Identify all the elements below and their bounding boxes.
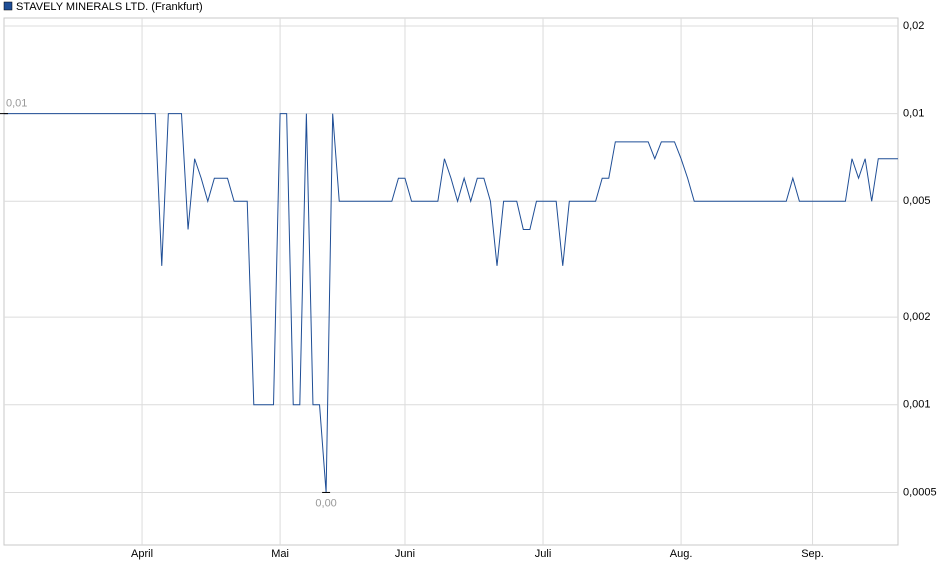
legend-label: STAVELY MINERALS LTD. (Frankfurt) bbox=[16, 1, 203, 13]
extreme-label: 0,01 bbox=[6, 98, 27, 110]
x-tick-label: Aug. bbox=[670, 548, 693, 560]
y-tick-label: 0,01 bbox=[903, 108, 924, 120]
extreme-label: 0,00 bbox=[315, 497, 336, 509]
y-tick-label: 0,0005 bbox=[903, 486, 937, 498]
price-line bbox=[4, 113, 898, 493]
y-tick-label: 0,005 bbox=[903, 195, 931, 207]
x-tick-label: Juli bbox=[535, 548, 552, 560]
plot-area bbox=[3, 17, 899, 546]
x-tick-label: Sep. bbox=[801, 548, 824, 560]
legend-swatch bbox=[3, 1, 13, 11]
y-tick-label: 0,002 bbox=[903, 311, 931, 323]
x-tick-label: Juni bbox=[395, 548, 415, 560]
y-tick-label: 0,02 bbox=[903, 20, 924, 32]
y-tick-label: 0,001 bbox=[903, 399, 931, 411]
x-tick-label: Mai bbox=[271, 548, 289, 560]
x-tick-label: April bbox=[131, 548, 153, 560]
